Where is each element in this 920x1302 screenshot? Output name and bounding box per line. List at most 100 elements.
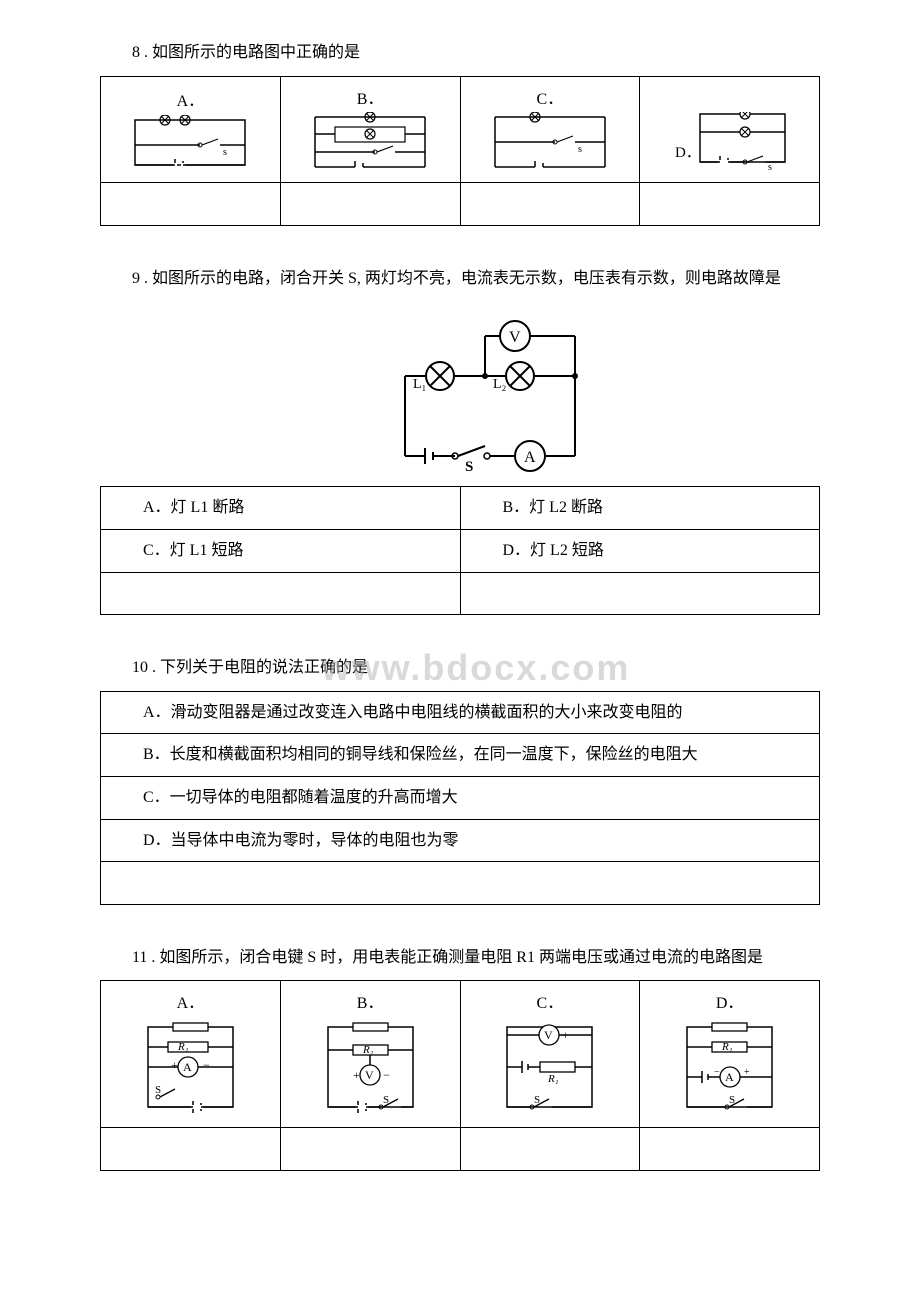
- q8-options-table: A． s B．: [100, 76, 820, 226]
- table-row: A．滑动变阻器是通过改变连入电路中电阻线的横截面积的大小来改变电阻的: [101, 691, 820, 734]
- q11-stem: 如图所示，闭合电键 S 时，用电表能正确测量电阻 R1 两端电压或通过电流的电路…: [159, 949, 763, 966]
- svg-text:s: s: [223, 147, 227, 158]
- q8-number: 8 .: [132, 44, 148, 61]
- table-row: [101, 1127, 820, 1170]
- svg-text:L₁: L₁: [413, 377, 426, 392]
- table-row: [101, 183, 820, 226]
- svg-text:A: A: [183, 1060, 192, 1074]
- svg-text:s: s: [768, 162, 772, 172]
- q10-stem: 下列关于电阻的说法正确的是: [160, 659, 368, 676]
- option-text: C．灯 L1 短路: [143, 542, 243, 559]
- circuit-diagram-icon: s: [485, 112, 615, 172]
- option-label: C．: [466, 87, 635, 113]
- circuit-diagram-icon: s: [125, 115, 255, 170]
- q11-option-a: A． R₁ A + − S: [101, 981, 281, 1128]
- empty-cell: [101, 183, 281, 226]
- svg-text:+: +: [171, 1058, 178, 1072]
- table-row: [101, 572, 820, 615]
- table-row: A．灯 L1 断路 B．灯 L2 断路: [101, 487, 820, 530]
- option-text: A．灯 L1 断路: [143, 499, 244, 516]
- table-row: C．一切导体的电阻都随着温度的升高而增大: [101, 776, 820, 819]
- q11-text: 11 . 如图所示，闭合电键 S 时，用电表能正确测量电阻 R1 两端电压或通过…: [100, 945, 820, 971]
- svg-text:−: −: [383, 1068, 390, 1082]
- q8-text: 8 . 如图所示的电路图中正确的是: [100, 40, 820, 66]
- q10-option-b: B．长度和横截面积均相同的铜导线和保险丝，在同一温度下，保险丝的电阻大: [101, 734, 820, 777]
- option-text: B．灯 L2 断路: [503, 499, 603, 516]
- svg-text:D．: D．: [675, 145, 701, 161]
- svg-text:−: −: [203, 1058, 210, 1072]
- svg-text:R₁: R₁: [721, 1041, 733, 1053]
- option-label: B．: [286, 87, 455, 113]
- svg-text:L₂: L₂: [493, 377, 507, 392]
- circuit-diagram-icon: R₁ − A + S: [672, 1017, 787, 1117]
- circuit-diagram-icon: V L₁ L₂ S A: [355, 306, 595, 476]
- q9-option-d: D．灯 L2 短路: [460, 529, 820, 572]
- option-label: A．: [106, 89, 275, 115]
- svg-text:S: S: [729, 1094, 735, 1106]
- q10-option-d: D．当导体中电流为零时，导体的电阻也为零: [101, 819, 820, 862]
- question-9: 9 . 如图所示的电路，闭合开关 S, 两灯均不亮，电流表无示数，电压表有示数，…: [100, 266, 820, 292]
- option-label: D．: [645, 991, 814, 1017]
- q10-options-table: A．滑动变阻器是通过改变连入电路中电阻线的横截面积的大小来改变电阻的 B．长度和…: [100, 691, 820, 905]
- q11-option-c: C． V − + R₁ S: [460, 981, 640, 1128]
- option-text: D．灯 L2 短路: [503, 542, 604, 559]
- q9-option-c: C．灯 L1 短路: [101, 529, 461, 572]
- svg-text:V: V: [544, 1028, 553, 1042]
- q10-option-c: C．一切导体的电阻都随着温度的升高而增大: [101, 776, 820, 819]
- option-label: B．: [286, 991, 455, 1017]
- table-row: A． s B．: [101, 76, 820, 183]
- table-row: D．当导体中电流为零时，导体的电阻也为零: [101, 819, 820, 862]
- question-11: 11 . 如图所示，闭合电键 S 时，用电表能正确测量电阻 R1 两端电压或通过…: [100, 945, 820, 971]
- svg-text:R₁: R₁: [362, 1044, 374, 1056]
- svg-text:+: +: [353, 1068, 360, 1082]
- empty-cell: [101, 862, 820, 905]
- q9-option-b: B．灯 L2 断路: [460, 487, 820, 530]
- q11-option-d: D． R₁ − A + S: [640, 981, 820, 1128]
- q8-option-a: A． s: [101, 76, 281, 183]
- svg-text:V: V: [509, 329, 521, 346]
- empty-cell: [460, 572, 820, 615]
- q9-number: 9 .: [132, 270, 148, 287]
- empty-cell: [280, 1127, 460, 1170]
- svg-text:V: V: [365, 1068, 374, 1082]
- empty-cell: [460, 1127, 640, 1170]
- circuit-diagram-icon: V − + R₁ S: [492, 1017, 607, 1117]
- circuit-diagram-icon: R₁ A + − S: [133, 1017, 248, 1117]
- svg-text:S: S: [465, 459, 473, 475]
- empty-cell: [460, 183, 640, 226]
- question-8: 8 . 如图所示的电路图中正确的是: [100, 40, 820, 66]
- question-10: www.bdocx.com 10 . 下列关于电阻的说法正确的是: [100, 655, 820, 681]
- q9-option-a: A．灯 L1 断路: [101, 487, 461, 530]
- svg-text:S: S: [383, 1094, 389, 1106]
- q10-number: 10 .: [132, 659, 156, 676]
- svg-text:R₁: R₁: [547, 1073, 559, 1085]
- circuit-diagram-icon: R₁ V + − S: [313, 1017, 428, 1117]
- svg-text:R₁: R₁: [177, 1041, 189, 1053]
- svg-text:A: A: [524, 449, 536, 466]
- empty-cell: [101, 572, 461, 615]
- table-row: A． R₁ A + − S: [101, 981, 820, 1128]
- table-row: [101, 862, 820, 905]
- empty-cell: [640, 1127, 820, 1170]
- q9-text: 9 . 如图所示的电路，闭合开关 S, 两灯均不亮，电流表无示数，电压表有示数，…: [100, 266, 820, 292]
- q8-stem: 如图所示的电路图中正确的是: [152, 44, 360, 61]
- table-row: B．长度和横截面积均相同的铜导线和保险丝，在同一温度下，保险丝的电阻大: [101, 734, 820, 777]
- q11-option-b: B． R₁ V + − S: [280, 981, 460, 1128]
- q8-option-b: B．: [280, 76, 460, 183]
- q9-options-table: A．灯 L1 断路 B．灯 L2 断路 C．灯 L1 短路 D．灯 L2 短路: [100, 486, 820, 615]
- svg-text:S: S: [155, 1084, 161, 1096]
- svg-text:A: A: [725, 1070, 734, 1084]
- circuit-diagram-icon: s D．: [665, 112, 795, 172]
- circuit-diagram-icon: [305, 112, 435, 172]
- q9-stem: 如图所示的电路，闭合开关 S, 两灯均不亮，电流表无示数，电压表有示数，则电路故…: [152, 270, 781, 287]
- empty-cell: [640, 183, 820, 226]
- q9-circuit: V L₁ L₂ S A: [130, 306, 820, 476]
- svg-text:S: S: [534, 1094, 540, 1106]
- q8-option-c: C． s: [460, 76, 640, 183]
- option-label: A．: [106, 991, 275, 1017]
- svg-text:s: s: [578, 144, 582, 155]
- table-row: C．灯 L1 短路 D．灯 L2 短路: [101, 529, 820, 572]
- q11-options-table: A． R₁ A + − S: [100, 980, 820, 1170]
- q10-text: 10 . 下列关于电阻的说法正确的是: [100, 655, 820, 681]
- q8-option-d: s D．: [640, 76, 820, 183]
